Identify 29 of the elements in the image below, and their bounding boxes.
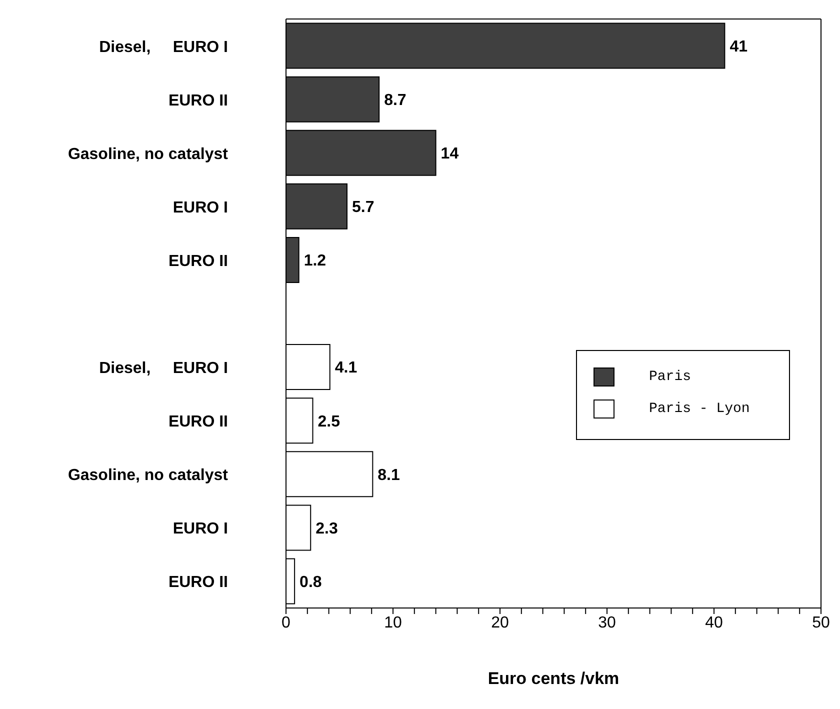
x-tick-label: 0	[282, 614, 291, 632]
data-label: 2.5	[318, 413, 340, 430]
x-tick-label: 50	[812, 614, 830, 632]
text: Paris - Lyon	[649, 401, 750, 417]
data-label: 5.7	[352, 199, 374, 216]
x-axis-title: Euro cents /vkm	[488, 669, 620, 688]
y-tick-label: EURO II	[168, 92, 228, 110]
y-tick-label: EURO II	[168, 252, 228, 270]
data-label: 8.1	[378, 466, 400, 484]
x-tick-label: 30	[598, 614, 616, 632]
text: Paris	[649, 369, 692, 385]
data-label: 1.2	[304, 252, 326, 270]
y-tick-label: Gasoline, no catalyst	[68, 146, 229, 163]
data-label: 8.7	[384, 92, 406, 110]
x-tick-label: 40	[705, 614, 723, 632]
y-tick-label: Diesel, EURO I	[99, 38, 228, 56]
x-tick-label: 10	[384, 614, 402, 632]
y-tick-label: Diesel, EURO I	[99, 360, 228, 378]
y-tick-label: EURO I	[172, 199, 228, 216]
y-tick-label: EURO II	[168, 414, 228, 431]
x-tick-label: 20	[491, 614, 509, 632]
data-label: 0.8	[300, 574, 322, 591]
y-tick-label: EURO I	[172, 520, 228, 538]
data-label: 14	[440, 146, 459, 163]
data-label: 2.3	[316, 520, 338, 538]
y-tick-label: EURO II	[168, 574, 228, 592]
data-label: 4.1	[334, 360, 358, 377]
y-tick-label: Gasoline, no catalyst	[68, 467, 229, 484]
data-label: 41	[730, 38, 748, 56]
